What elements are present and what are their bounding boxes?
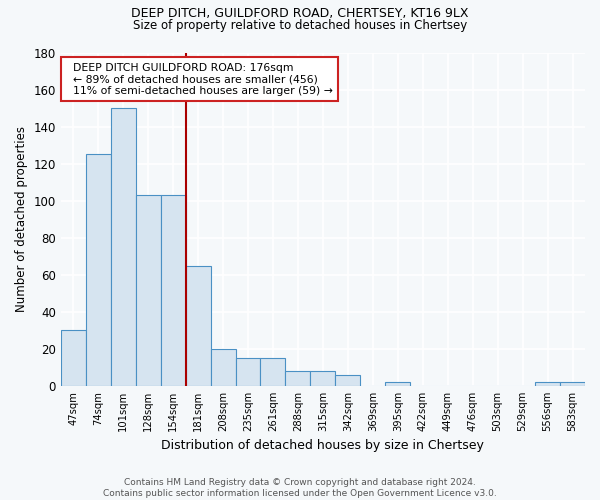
Y-axis label: Number of detached properties: Number of detached properties: [15, 126, 28, 312]
Bar: [185, 266, 211, 386]
Bar: [211, 349, 236, 386]
Bar: [86, 154, 111, 386]
Bar: [260, 358, 286, 386]
Text: Size of property relative to detached houses in Chertsey: Size of property relative to detached ho…: [133, 19, 467, 32]
Bar: [286, 371, 310, 386]
Text: DEEP DITCH, GUILDFORD ROAD, CHERTSEY, KT16 9LX: DEEP DITCH, GUILDFORD ROAD, CHERTSEY, KT…: [131, 8, 469, 20]
Bar: [535, 382, 560, 386]
Bar: [236, 358, 260, 386]
Bar: [61, 330, 86, 386]
Bar: [335, 375, 361, 386]
Bar: [310, 371, 335, 386]
Bar: [161, 195, 185, 386]
Bar: [560, 382, 585, 386]
Bar: [111, 108, 136, 386]
Text: Contains HM Land Registry data © Crown copyright and database right 2024.
Contai: Contains HM Land Registry data © Crown c…: [103, 478, 497, 498]
Bar: [385, 382, 410, 386]
X-axis label: Distribution of detached houses by size in Chertsey: Distribution of detached houses by size …: [161, 440, 484, 452]
Bar: [136, 195, 161, 386]
Text: DEEP DITCH GUILDFORD ROAD: 176sqm
  ← 89% of detached houses are smaller (456)
 : DEEP DITCH GUILDFORD ROAD: 176sqm ← 89% …: [66, 62, 333, 96]
